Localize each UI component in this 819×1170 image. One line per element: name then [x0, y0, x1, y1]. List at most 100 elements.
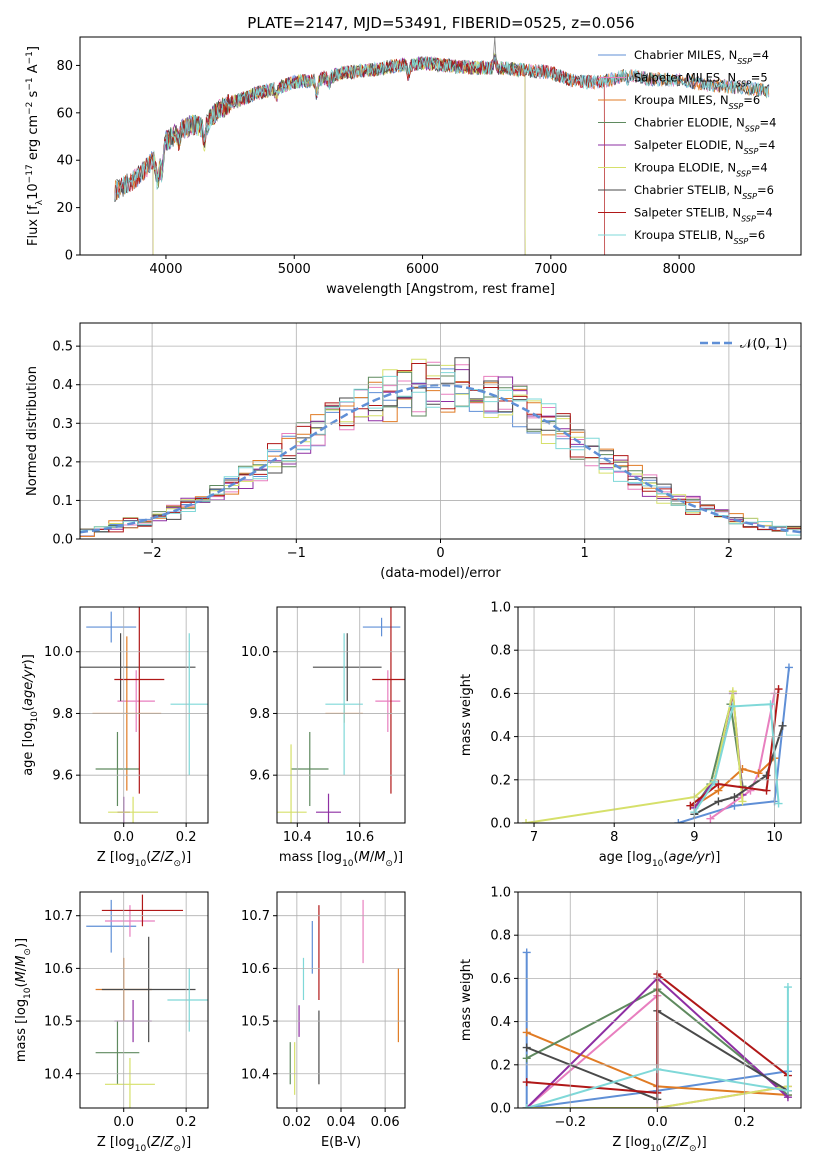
data-emission-line	[492, 37, 498, 71]
tick-label-x: 0.06	[371, 1115, 400, 1130]
tick-label-y: 1.0	[490, 886, 511, 901]
tick-label-x: 0.2	[176, 830, 197, 845]
x-axis-label: mass [log10(M/M⊙)]	[279, 850, 403, 869]
x-axis-label: Z [log10(Z/Z⊙)]	[97, 850, 191, 869]
tick-label-y: 9.6	[52, 769, 73, 784]
weight-point-marker	[522, 1078, 531, 1087]
tick-label-x: −1	[287, 546, 306, 561]
tick-label-x: −2	[143, 546, 162, 561]
tick-label-y: 10.0	[44, 645, 73, 660]
axes-frame	[276, 891, 406, 1109]
legend-label: Salpeter ELODIE, NSSP=4	[634, 138, 775, 156]
tick-label-x: 7	[530, 830, 538, 845]
x-axis-label: E(B-V)	[321, 1135, 361, 1150]
tick-label-y: 1.0	[490, 601, 511, 616]
tick-label-x: 4000	[149, 262, 182, 277]
tick-label-x: 10.6	[345, 830, 374, 845]
tick-label-y: 0.2	[52, 455, 73, 470]
axes-age_vs_Z: 0.0 0.2 9.6 9.8 10.0 Z [log10(Z/Z⊙)] age [log1…	[21, 606, 209, 869]
tick-label-y: 80	[56, 59, 73, 74]
spectrum-series-line	[152, 53, 526, 255]
x-axis-label: wavelength [Angstrom, rest frame]	[326, 282, 555, 297]
tick-label-x: 0.2	[734, 1115, 755, 1130]
x-axis-label: (data-model)/error	[380, 566, 501, 581]
tick-label-y: 20	[56, 201, 73, 216]
errorbar-point	[114, 607, 165, 794]
tick-label-x: 10.4	[283, 830, 312, 845]
plot-area-mass_vs_EBV	[289, 899, 399, 1095]
errorbar-point	[325, 633, 363, 776]
tick-label-x: 6000	[406, 262, 439, 277]
tick-label-y: 10.4	[241, 1067, 270, 1082]
tick-label-x: 7000	[534, 262, 567, 277]
tick-label-y: 0.8	[490, 929, 511, 944]
weight-series	[522, 687, 747, 823]
weight-point-marker	[738, 797, 747, 806]
x-axis-label: Z [log10(Z/Z⊙)]	[97, 1135, 191, 1154]
tick-label-y: 9.8	[52, 707, 73, 722]
tick-label-y: 10.7	[241, 909, 270, 924]
axes-frame	[79, 606, 209, 824]
axes-age_vs_mass: 10.4 10.6 9.6 9.8 10.0 mass [log10(M/M⊙)]	[241, 606, 406, 869]
weight-point-marker	[706, 814, 715, 823]
errorbar-point	[316, 793, 341, 823]
tick-label-y: 10.6	[44, 962, 73, 977]
tick-label-y: 40	[56, 154, 73, 169]
y-axis-label: Flux [fλ10−17 erg cm−2 s−1 A−1]	[25, 46, 45, 246]
grid-weight_vs_age	[518, 606, 801, 824]
grid-mass_vs_Z	[80, 892, 208, 1108]
y-axis-label: age [log10(age/yr)]	[21, 654, 40, 776]
weight-point-marker	[522, 1028, 531, 1037]
weight-point-marker	[522, 819, 531, 823]
weight-point-marker	[714, 780, 723, 789]
spectrum-series-line	[114, 56, 770, 202]
weight-point-marker	[728, 702, 737, 711]
spectrum-series-line	[114, 56, 606, 255]
errorbar-point	[375, 670, 401, 732]
y-axis-label: Normed distribution	[25, 366, 40, 496]
plot-area-mass_vs_Z	[86, 894, 208, 1108]
plot-area-spectrum	[114, 37, 770, 255]
weight-point-marker	[774, 799, 783, 808]
weight-series	[690, 700, 783, 817]
x-axis-label: Z [log10(Z/Z⊙)]	[612, 1135, 706, 1154]
tick-label-y: 0.4	[490, 730, 511, 745]
legend-spectrum: Chabrier MILES, NSSP=4 Salpeter MILES, NS…	[598, 48, 776, 246]
legend-label: Salpeter MILES, NSSP=5	[634, 71, 768, 89]
tick-label-y: 10.7	[44, 909, 73, 924]
weight-series-line	[678, 667, 790, 823]
weight-series-line	[709, 693, 776, 820]
axes-frame	[79, 891, 209, 1109]
grid-mass_vs_EBV	[277, 892, 405, 1108]
errorbar-point	[86, 611, 137, 643]
axes-frame	[517, 606, 802, 824]
weight-point-marker	[783, 1086, 792, 1095]
axes-weight_vs_age: 7 8 9 10 0.0 0.2 0.4 0.6 0.8 1.0 age [log10(age/yr…	[459, 601, 802, 869]
tick-label-x: −0.2	[554, 1115, 586, 1130]
weight-point-marker	[522, 1043, 531, 1052]
tick-label-y: 0.8	[490, 644, 511, 659]
axes-residuals: −2 −1 0 1 2 0.0 0.1 0.2 0.3 0.4 0.5 (data-model)/er…	[25, 322, 802, 581]
weight-point-marker	[522, 948, 531, 957]
tick-label-y: 60	[56, 106, 73, 121]
weight-point-marker	[714, 797, 723, 806]
spectrum-series-line	[152, 52, 526, 255]
tick-label-y: 0.1	[52, 494, 73, 509]
weight-point-marker	[674, 819, 683, 823]
weight-point-marker	[762, 786, 771, 795]
weight-point-marker	[778, 721, 787, 730]
tick-label-x: 0.0	[113, 1115, 134, 1130]
errorbar-point	[101, 936, 196, 1043]
plot-area-age_vs_Z	[80, 607, 208, 823]
legend-label: Chabrier ELODIE, NSSP=4	[634, 116, 776, 134]
tick-label-x: 2	[725, 546, 733, 561]
weight-point-marker	[730, 793, 739, 802]
tick-label-x: 0.0	[113, 830, 134, 845]
errorbar-point	[167, 968, 208, 1032]
errorbar-point	[312, 633, 382, 702]
axes-frame	[79, 36, 802, 256]
weight-point-marker	[766, 700, 775, 709]
axes-weight_vs_Z: −0.2 0.0 0.2 0.0 0.2 0.4 0.6 0.8 1.0 Z [log10(Z/Z…	[459, 886, 802, 1154]
plots-layer: 4000 5000 6000 7000 8000020406080wavelength …	[14, 36, 802, 1154]
